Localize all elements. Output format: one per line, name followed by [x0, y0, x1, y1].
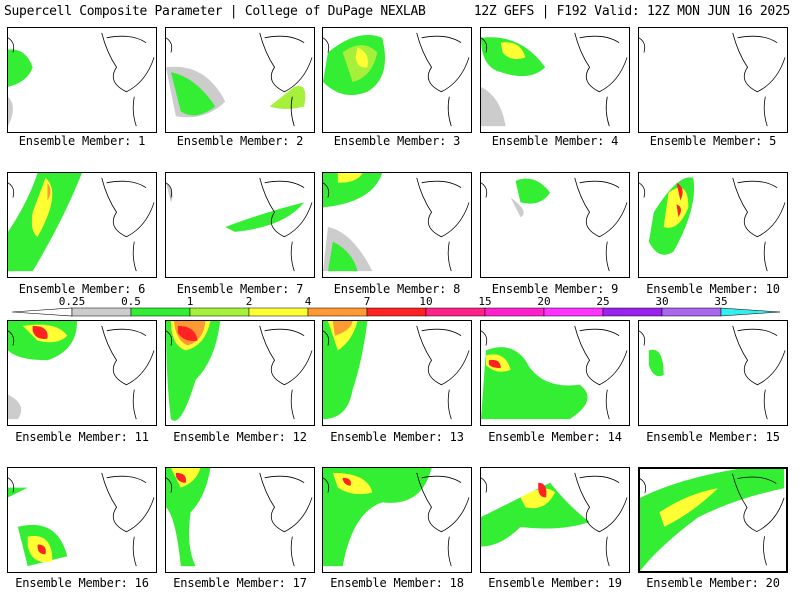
ensemble-panel-4 — [480, 27, 630, 133]
legend-tick-label: 2 — [246, 296, 253, 308]
ensemble-label-8: Ensemble Member: 8 — [333, 282, 461, 296]
ensemble-label-19: Ensemble Member: 19 — [488, 576, 622, 590]
ensemble-panel-8 — [322, 172, 472, 278]
ensemble-panel-6 — [7, 172, 157, 278]
ensemble-panel-11 — [7, 320, 157, 426]
legend-tick-label: 0.25 — [59, 296, 86, 308]
legend-tick-label: 20 — [537, 296, 550, 308]
color-legend: 0.25 0.5 1 2 4 7 10 15 20 25 30 35 — [12, 296, 781, 317]
ensemble-label-14: Ensemble Member: 14 — [488, 430, 622, 444]
ensemble-label-5: Ensemble Member: 5 — [649, 134, 777, 148]
ensemble-panel-12 — [165, 320, 315, 426]
ensemble-panel-5 — [638, 27, 788, 133]
ensemble-panel-10 — [638, 172, 788, 278]
ensemble-panel-9 — [480, 172, 630, 278]
ensemble-panel-15 — [638, 320, 788, 426]
legend-tick-label: 0.5 — [121, 296, 141, 308]
valid-time: 12Z GEFS | F192 Valid: 12Z MON JUN 16 20… — [473, 4, 790, 19]
legend-swatch-9 — [602, 307, 663, 317]
legend-min-arrow — [12, 307, 73, 317]
ensemble-label-18: Ensemble Member: 18 — [330, 576, 464, 590]
legend-swatch-0 — [71, 307, 132, 317]
legend-swatch-5 — [366, 307, 427, 317]
ensemble-label-2: Ensemble Member: 2 — [176, 134, 304, 148]
ensemble-label-10: Ensemble Member: 10 — [646, 282, 780, 296]
legend-swatch-7 — [484, 307, 545, 317]
legend-tick-label: 35 — [714, 296, 727, 308]
legend-tick-label: 4 — [305, 296, 312, 308]
legend-swatch-10 — [661, 307, 722, 317]
legend-swatch-2 — [189, 307, 250, 317]
ensemble-panel-1 — [7, 27, 157, 133]
legend-tick-label: 15 — [478, 296, 491, 308]
ensemble-label-20: Ensemble Member: 20 — [646, 576, 780, 590]
ensemble-panel-16 — [7, 467, 157, 573]
ensemble-panel-7 — [165, 172, 315, 278]
ensemble-panel-13 — [322, 320, 472, 426]
ensemble-panel-17 — [165, 467, 315, 573]
map-title: Supercell Composite Parameter | College … — [4, 4, 426, 19]
ensemble-panel-19 — [480, 467, 630, 573]
ensemble-panel-18 — [322, 467, 472, 573]
legend-max-arrow — [720, 307, 781, 317]
legend-swatch-3 — [248, 307, 309, 317]
ensemble-label-11: Ensemble Member: 11 — [15, 430, 149, 444]
ensemble-panel-20 — [638, 467, 788, 573]
ensemble-panel-14 — [480, 320, 630, 426]
legend-tick-label: 1 — [187, 296, 194, 308]
ensemble-panel-2 — [165, 27, 315, 133]
ensemble-label-17: Ensemble Member: 17 — [173, 576, 307, 590]
ensemble-label-15: Ensemble Member: 15 — [646, 430, 780, 444]
ensemble-label-12: Ensemble Member: 12 — [173, 430, 307, 444]
ensemble-label-13: Ensemble Member: 13 — [330, 430, 464, 444]
ensemble-label-6: Ensemble Member: 6 — [18, 282, 146, 296]
legend-tick-label: 10 — [419, 296, 432, 308]
legend-swatch-8 — [543, 307, 604, 317]
ensemble-panel-3 — [322, 27, 472, 133]
legend-tick-label: 25 — [596, 296, 609, 308]
legend-tick-label: 7 — [364, 296, 371, 308]
legend-swatch-1 — [130, 307, 191, 317]
ensemble-label-3: Ensemble Member: 3 — [333, 134, 461, 148]
legend-tick-label: 30 — [655, 296, 668, 308]
legend-swatch-6 — [425, 307, 486, 317]
ensemble-label-4: Ensemble Member: 4 — [491, 134, 619, 148]
ensemble-label-16: Ensemble Member: 16 — [15, 576, 149, 590]
legend-swatch-4 — [307, 307, 368, 317]
ensemble-label-9: Ensemble Member: 9 — [491, 282, 619, 296]
ensemble-label-1: Ensemble Member: 1 — [18, 134, 146, 148]
ensemble-label-7: Ensemble Member: 7 — [176, 282, 304, 296]
